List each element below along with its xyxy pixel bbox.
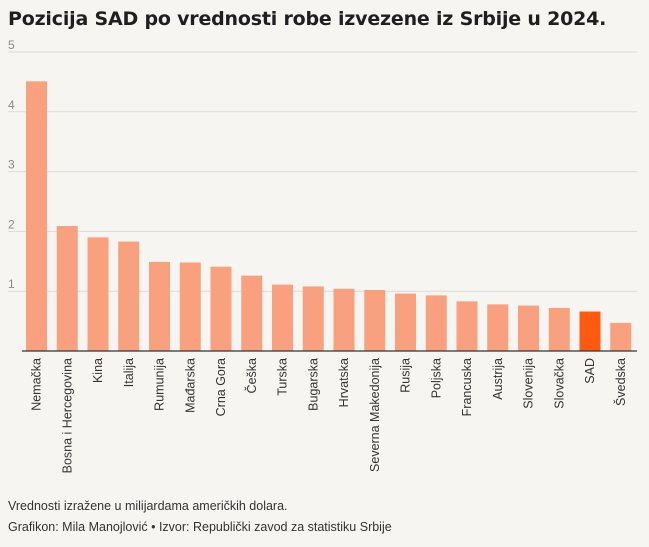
y-axis-ticks: 1 2 3 4 5 [8, 38, 15, 291]
x-tick-label: Francuska [460, 358, 474, 416]
x-axis-ticks: Nemačka Bosna i Hercegovina Kina Italija Rum… [30, 358, 628, 473]
x-tick-label: Poljska [429, 358, 443, 398]
x-tick-label: Kina [91, 358, 105, 383]
bar-2 [87, 237, 109, 351]
bar-11 [364, 290, 386, 351]
bar-8 [272, 284, 293, 351]
y-tick-label: 3 [8, 158, 15, 172]
x-tick-label: Slovenija [522, 358, 536, 409]
bar-13 [425, 295, 447, 351]
x-tick-label: Bugarska [306, 358, 320, 411]
x-tick-label: Slovačka [552, 358, 566, 409]
y-tick-label: 1 [8, 277, 15, 291]
bar-chart: 1 2 3 4 5 Nemačka Bosna i Hercegovina Kina Ital… [8, 38, 637, 473]
y-tick-label: 5 [8, 38, 15, 52]
x-tick-label: Turska [276, 358, 290, 396]
x-tick-label: Mađarska [183, 358, 197, 413]
x-tick-label: Nemačka [30, 358, 44, 411]
bar-15 [487, 304, 509, 351]
x-tick-label: Crna Gora [214, 358, 228, 416]
bar-3 [118, 241, 140, 351]
source-credit: Grafikon: Mila Manojlović • Izvor: Repub… [8, 520, 392, 534]
bar-10 [333, 288, 355, 351]
bar-19 [610, 322, 632, 351]
x-tick-label: Rusija [399, 358, 413, 393]
x-tick-label: Austrija [491, 358, 505, 400]
chart-title: Pozicija SAD po vrednosti robe izvezene … [8, 8, 607, 30]
x-tick-label: Hrvatska [337, 358, 351, 407]
unit-note: Vrednosti izražene u milijardama američk… [8, 499, 288, 513]
y-tick-label: 4 [8, 98, 15, 112]
bar-7 [241, 275, 263, 351]
x-tick-label: Severna Makedonija [368, 358, 382, 472]
bar-9 [302, 286, 324, 351]
bar-0 [26, 81, 47, 351]
x-tick-label: Češka [244, 358, 259, 393]
x-tick-label: Italija [122, 358, 136, 387]
bar-14 [456, 301, 478, 351]
bar-4 [149, 261, 170, 351]
bars [26, 81, 632, 351]
x-tick-label: SAD [583, 358, 597, 384]
bar-5 [179, 262, 201, 351]
bar-1 [56, 226, 78, 351]
x-tick-label: Rumunija [153, 358, 167, 411]
x-tick-label: Bosna i Hercegovina [60, 358, 74, 473]
bar-18 [579, 311, 601, 351]
x-tick-label: Švedska [613, 358, 628, 406]
bar-12 [395, 293, 416, 351]
bar-17 [548, 307, 570, 351]
bar-6 [210, 266, 232, 351]
bar-16 [518, 305, 539, 351]
y-tick-label: 2 [8, 217, 15, 231]
